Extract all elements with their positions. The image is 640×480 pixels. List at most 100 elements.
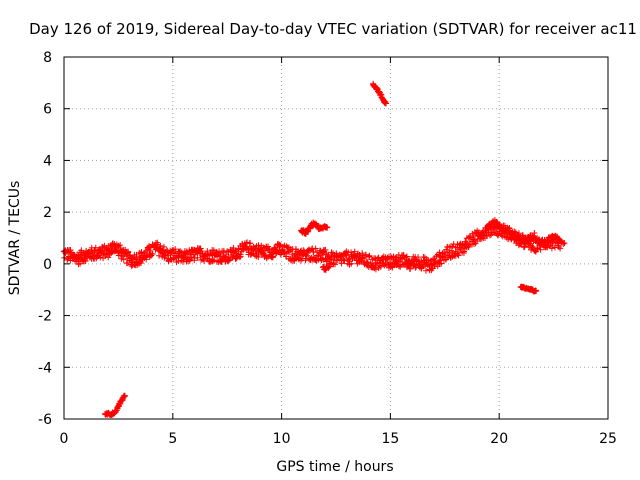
data-point — [383, 100, 390, 107]
data-point — [324, 224, 331, 231]
data-point — [197, 245, 204, 252]
data-point — [269, 253, 276, 260]
x-tick-label: 15 — [381, 431, 399, 447]
data-point — [498, 232, 505, 239]
data-points — [60, 80, 568, 418]
data-series — [60, 219, 564, 274]
data-point — [541, 240, 548, 247]
data-point — [266, 246, 273, 253]
data-point — [374, 85, 381, 92]
data-point — [105, 254, 112, 261]
data-point — [332, 261, 339, 268]
data-series — [319, 263, 333, 273]
data-point — [204, 248, 211, 255]
data-point — [455, 252, 462, 259]
y-tick-label: -2 — [38, 309, 52, 325]
data-point — [415, 254, 422, 261]
data-point — [495, 231, 502, 238]
data-point — [237, 251, 244, 258]
data-point — [345, 256, 352, 263]
x-tick-label: 20 — [490, 431, 508, 447]
x-axis-label: GPS time / hours — [276, 459, 393, 475]
data-point — [138, 260, 145, 267]
y-tick-label: 8 — [43, 50, 52, 66]
data-series — [370, 80, 390, 107]
data-point — [156, 245, 163, 252]
y-tick-label: -4 — [38, 360, 52, 376]
data-point — [186, 257, 193, 264]
data-point — [326, 263, 333, 270]
data-point — [454, 251, 461, 258]
data-point — [517, 238, 524, 245]
data-point — [474, 238, 481, 245]
y-tick-label: 2 — [43, 205, 52, 221]
data-point — [91, 247, 98, 254]
data-point — [249, 250, 256, 257]
data-point — [255, 242, 262, 249]
data-point — [246, 240, 253, 247]
data-point — [560, 241, 567, 248]
data-point — [460, 250, 467, 257]
data-point — [407, 265, 414, 272]
data-point — [534, 234, 541, 241]
data-point — [244, 239, 251, 246]
data-point — [120, 256, 127, 263]
data-point — [488, 221, 495, 228]
x-tick-label: 10 — [273, 431, 291, 447]
data-point — [548, 245, 555, 252]
data-point — [291, 258, 298, 265]
chart-title: Day 126 of 2019, Sidereal Day-to-day VTE… — [29, 20, 637, 38]
data-point — [362, 251, 369, 258]
data-point — [512, 232, 519, 239]
data-point — [403, 253, 410, 260]
data-series — [483, 217, 568, 248]
data-point — [341, 257, 348, 264]
data-point — [529, 232, 536, 239]
data-point — [138, 248, 145, 255]
data-point — [82, 258, 89, 265]
y-tick-label: 6 — [43, 102, 52, 118]
data-point — [466, 234, 473, 241]
data-point — [191, 257, 198, 264]
x-tick-label: 25 — [599, 431, 617, 447]
data-point — [533, 288, 540, 295]
data-point — [529, 243, 536, 250]
data-point — [322, 246, 329, 253]
y-tick-label: 4 — [43, 153, 52, 169]
data-point — [263, 255, 270, 262]
data-point — [211, 257, 218, 264]
data-point — [520, 244, 527, 251]
data-point — [97, 247, 104, 254]
x-tick-label: 0 — [60, 431, 69, 447]
data-point — [242, 243, 249, 250]
data-point — [328, 249, 335, 256]
data-point — [194, 254, 201, 261]
data-point — [236, 254, 243, 261]
y-tick-label: 0 — [43, 257, 52, 273]
data-point — [557, 245, 564, 252]
data-point — [377, 263, 384, 270]
data-point — [128, 258, 135, 265]
data-point — [338, 260, 345, 267]
data-point — [531, 230, 538, 237]
data-point — [276, 242, 283, 249]
data-point — [149, 251, 156, 258]
axis-ticks: 0 5 10 15 20 25 -6 -4 -2 0 2 4 6 8 — [38, 50, 617, 447]
data-series — [298, 219, 331, 238]
data-point — [224, 248, 231, 255]
data-point — [348, 260, 355, 267]
data-series — [517, 283, 540, 295]
data-point — [561, 240, 568, 247]
data-point — [312, 245, 319, 252]
data-point — [172, 246, 179, 253]
data-point — [99, 244, 106, 251]
data-point — [425, 257, 432, 264]
data-series — [101, 392, 128, 418]
data-point — [537, 246, 544, 253]
y-axis-label: SDTVAR / TECUs — [7, 181, 23, 296]
data-point — [524, 238, 531, 245]
data-point — [92, 244, 99, 251]
data-point — [160, 243, 167, 250]
data-point — [154, 239, 161, 246]
